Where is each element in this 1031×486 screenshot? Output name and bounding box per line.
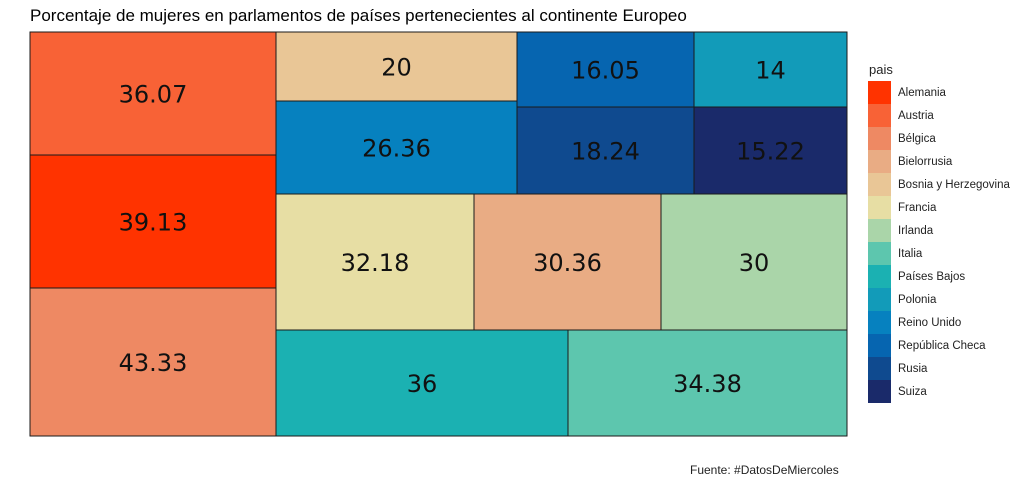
legend-item-reino-unido: Reino Unido [868, 311, 1010, 334]
legend-swatch [868, 334, 891, 357]
tile-rect-republica-checa [516, 31, 695, 108]
tile-value-label: 16.05 [571, 57, 640, 85]
tile-polonia: 14 [693, 31, 848, 108]
legend-label: Bélgica [898, 132, 936, 145]
legend-swatch [868, 311, 891, 334]
legend-swatch [868, 219, 891, 242]
legend-item-polonia: Polonia [868, 288, 1010, 311]
legend-swatch [868, 357, 891, 380]
legend-item-austria: Austria [868, 104, 1010, 127]
tile-value-label: 14 [755, 57, 786, 85]
tile-value-label: 18.24 [571, 138, 640, 166]
tile-alemania: 39.13 [29, 154, 277, 289]
legend-label: Bosnia y Herzegovina [898, 178, 1010, 191]
legend-item-rusia: Rusia [868, 357, 1010, 380]
legend-title: pais [869, 62, 893, 77]
legend-label: República Checa [898, 339, 986, 352]
tile-value-label: 39.13 [119, 209, 188, 237]
tile-austria: 36.07 [29, 31, 277, 156]
legend: pais Alemania Austria Bélgica Bielorrusia Bo… [868, 62, 1010, 403]
legend-label: Austria [898, 109, 934, 122]
tile-rect-italia [567, 329, 848, 437]
legend-swatch [868, 150, 891, 173]
tile-rect-suiza [693, 106, 848, 195]
legend-item-belgica: Bélgica [868, 127, 1010, 150]
tile-value-label: 20 [381, 54, 412, 82]
tile-value-label: 36.07 [119, 81, 188, 109]
legend-label: Rusia [898, 362, 928, 375]
tile-rect-belgica [29, 287, 277, 437]
tile-rect-rusia [516, 106, 695, 195]
tile-republica-checa: 16.05 [516, 31, 695, 108]
legend-label: Francia [898, 201, 937, 214]
tile-rect-reino-unido [275, 100, 518, 195]
tile-irlanda: 30 [660, 193, 848, 331]
legend-item-irlanda: Irlanda [868, 219, 1010, 242]
legend-item-republica-checa: República Checa [868, 334, 1010, 357]
legend-swatch [868, 127, 891, 150]
tile-rect-bosnia-y-herzegovina [275, 31, 518, 102]
legend-label: Bielorrusia [898, 155, 953, 168]
tile-rect-paises-bajos [275, 329, 569, 437]
tile-rusia: 18.24 [516, 106, 695, 195]
legend-label: Países Bajos [898, 270, 966, 283]
legend-label: Polonia [898, 293, 937, 306]
tile-rect-polonia [693, 31, 848, 108]
legend-item-bosnia-y-herzegovina: Bosnia y Herzegovina [868, 173, 1010, 196]
legend-swatch [868, 265, 891, 288]
legend-swatch [868, 380, 891, 403]
tile-bielorrusia: 30.36 [473, 193, 662, 331]
tile-paises-bajos: 36 [275, 329, 569, 437]
legend-label: Italia [898, 247, 923, 260]
legend-swatch [868, 173, 891, 196]
legend-swatch [868, 104, 891, 127]
tile-value-label: 15.22 [736, 138, 805, 166]
tile-reino-unido: 26.36 [275, 100, 518, 195]
legend-swatch [868, 196, 891, 219]
legend-item-italia: Italia [868, 242, 1010, 265]
legend-label: Irlanda [898, 224, 934, 237]
legend-swatch [868, 288, 891, 311]
tile-value-label: 32.18 [341, 249, 410, 277]
tile-value-label: 26.36 [362, 135, 431, 163]
tile-suiza: 15.22 [693, 106, 848, 195]
tile-value-label: 36 [407, 370, 438, 398]
legend-swatch [868, 81, 891, 104]
tile-rect-irlanda [660, 193, 848, 331]
tile-italia: 34.38 [567, 329, 848, 437]
tile-value-label: 30 [739, 249, 770, 277]
tile-belgica: 43.33 [29, 287, 277, 437]
legend-label: Suiza [898, 385, 927, 398]
legend-item-francia: Francia [868, 196, 1010, 219]
legend-item-suiza: Suiza [868, 380, 1010, 403]
legend-swatch [868, 242, 891, 265]
legend-label: Reino Unido [898, 316, 962, 329]
legend-item-paises-bajos: Países Bajos [868, 265, 1010, 288]
source-caption: Fuente: #DatosDeMiercoles [690, 463, 839, 477]
tile-rect-francia [275, 193, 475, 331]
legend-label: Alemania [898, 86, 946, 99]
tile-bosnia-y-herzegovina: 20 [275, 31, 518, 102]
legend-item-alemania: Alemania [868, 81, 1010, 104]
chart-title: Porcentaje de mujeres en parlamentos de … [30, 6, 687, 25]
legend-item-bielorrusia: Bielorrusia [868, 150, 1010, 173]
tile-value-label: 34.38 [673, 370, 742, 398]
tile-value-label: 30.36 [533, 249, 602, 277]
tile-francia: 32.18 [275, 193, 475, 331]
tile-rect-bielorrusia [473, 193, 662, 331]
tile-value-label: 43.33 [119, 349, 188, 377]
